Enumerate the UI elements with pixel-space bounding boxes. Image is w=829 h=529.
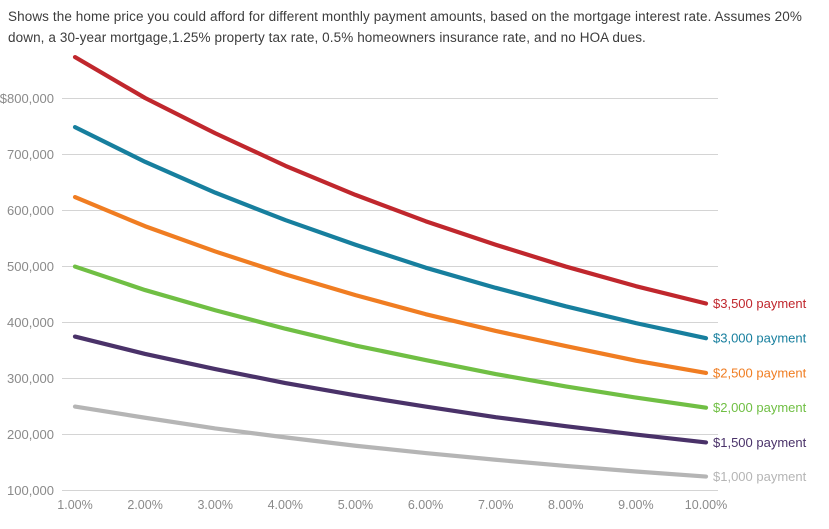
y-axis-tick-label: $800,000 [0,91,54,106]
x-axis-tick-label: 8.00% [548,498,583,512]
line-chart: $800,000 700,000 600,000 500,000 400,000 300,… [0,55,807,512]
x-axis-tick-label: 4.00% [268,498,303,512]
y-axis-ticks: $800,000 700,000 600,000 500,000 400,000 300,… [0,91,54,498]
series-line[interactable] [72,334,709,445]
series-labels: $3,500 payment $3,000 payment $2,500 payme… [713,296,807,484]
series-line[interactable] [72,125,709,341]
x-axis-tick-label: 5.00% [338,498,373,512]
series-label[interactable]: $1,500 payment [713,435,807,450]
series-line[interactable] [72,404,709,479]
x-axis-tick-label: 1.00% [57,498,92,512]
x-axis-tick-label: 2.00% [127,498,162,512]
x-axis-tick-label: 10.00% [685,498,727,512]
series-line[interactable] [72,264,709,410]
series-line[interactable] [72,55,709,306]
x-axis-tick-label: 9.00% [618,498,653,512]
y-axis-tick-label: 700,000 [7,147,54,162]
x-axis-tick-label: 7.00% [478,498,513,512]
series-label[interactable]: $3,500 payment [713,296,807,311]
series-label[interactable]: $2,500 payment [713,365,807,380]
x-axis-tick-label: 6.00% [408,498,443,512]
x-axis-tick-label: 3.00% [197,498,232,512]
series-label[interactable]: $1,000 payment [713,469,807,484]
y-axis-tick-label: 500,000 [7,259,54,274]
chart-container: $800,000 700,000 600,000 500,000 400,000 300,… [0,44,829,529]
y-axis-tick-label: 200,000 [7,427,54,442]
series-label[interactable]: $3,000 payment [713,331,807,346]
y-axis-tick-label: 400,000 [7,315,54,330]
chart-description: Shows the home price you could afford fo… [8,9,802,45]
y-axis-tick-label: 300,000 [7,371,54,386]
gridlines [62,98,718,491]
y-axis-tick-label: 600,000 [7,203,54,218]
series-label[interactable]: $2,000 payment [713,400,807,415]
series-line[interactable] [72,195,709,376]
x-axis-ticks: 1.00% 2.00% 3.00% 4.00% 5.00% 6.00% 7.00% 8.00%… [57,498,727,512]
y-axis-tick-label: 100,000 [7,483,54,498]
series-lines [72,55,709,479]
